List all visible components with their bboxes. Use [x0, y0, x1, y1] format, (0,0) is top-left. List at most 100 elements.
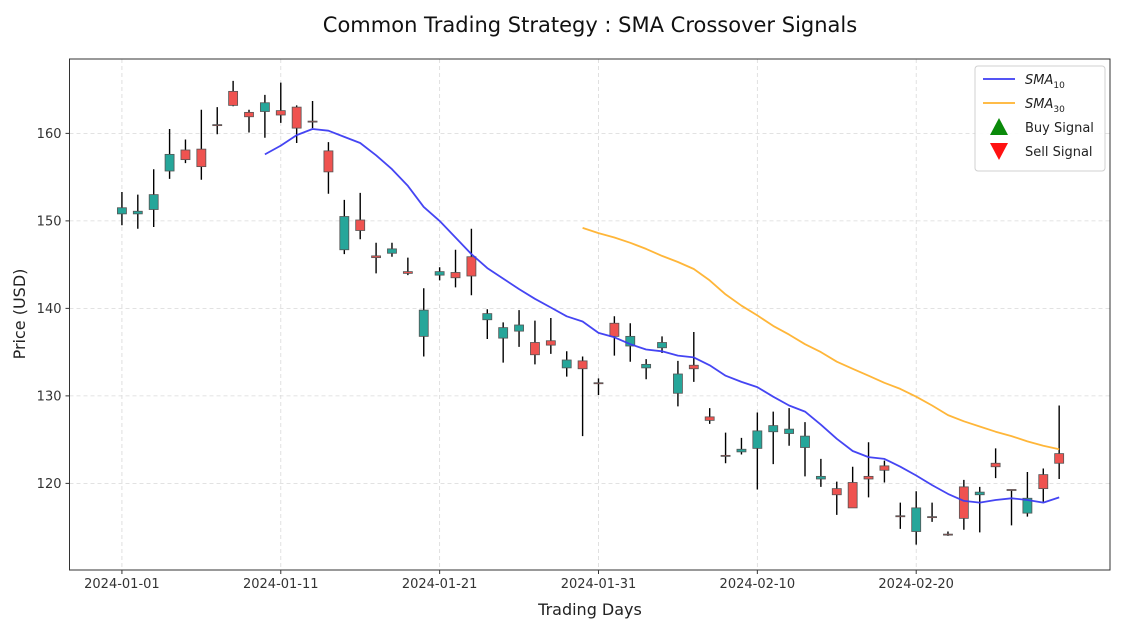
candle-body-down [593, 382, 604, 385]
candle-body-down [879, 465, 890, 471]
candle [943, 531, 953, 536]
candle [132, 194, 143, 229]
candle [673, 360, 683, 407]
candle-body-up [164, 153, 175, 172]
candle-body-down [831, 488, 842, 496]
candle-body-down [1054, 453, 1065, 464]
candle [847, 466, 858, 509]
candle [148, 169, 159, 227]
axes: 120 130 140 150 160 2024-01-01 2024-01-11 2024-… [37, 58, 1111, 592]
candle [259, 94, 270, 138]
candle-body-up [132, 210, 143, 215]
sma10-line [264, 128, 1060, 504]
legend-label: Buy Signal [1025, 121, 1094, 136]
sma-lines [264, 128, 1060, 504]
candle [1022, 472, 1033, 517]
candle-body-down [545, 340, 556, 346]
x-tick-label: 2024-01-21 [402, 577, 478, 592]
candle [974, 486, 985, 533]
candle-body-up [815, 475, 826, 480]
candle [815, 458, 826, 487]
y-tick-label: 140 [37, 302, 62, 317]
candle-body-up [911, 507, 922, 532]
grid [69, 59, 1110, 570]
candle [371, 242, 381, 274]
candle [402, 257, 413, 276]
candle [117, 192, 127, 226]
legend-label: Sell Signal [1025, 145, 1093, 160]
candle-body-up [1022, 497, 1033, 514]
candle [752, 412, 763, 490]
candle-body-down [291, 106, 302, 129]
candle [1006, 489, 1017, 526]
candle [434, 267, 445, 281]
candle-body-up [148, 194, 159, 210]
candle [291, 105, 302, 143]
candle-body-down [244, 111, 254, 118]
candle-body-down [847, 482, 858, 509]
candle-body-up [641, 363, 652, 369]
candle-body-down [355, 219, 366, 231]
y-tick-label: 130 [37, 389, 62, 404]
candle [958, 479, 969, 530]
candle [831, 481, 842, 515]
y-axis-label: Price (USD) [10, 269, 29, 360]
candle-body-down [530, 342, 540, 356]
x-tick-label: 2024-01-31 [561, 577, 637, 592]
candle-body-up [259, 102, 270, 112]
candle-body-down [371, 255, 381, 259]
candle [1038, 468, 1049, 502]
candle [450, 249, 461, 288]
x-tick-label: 2024-01-01 [84, 577, 160, 592]
x-tick-label: 2024-02-20 [878, 577, 954, 592]
candle-body-down [180, 149, 191, 161]
legend-box [974, 65, 1106, 172]
candle [784, 408, 795, 446]
candle-body-up [752, 430, 763, 449]
candle-body-up [974, 491, 985, 496]
candle [800, 422, 810, 477]
plot-frame [69, 58, 1111, 571]
candle-body-up [117, 207, 127, 215]
sell-triangle-icon [990, 143, 1008, 160]
x-tick-label: 2024-02-10 [720, 577, 796, 592]
candle [990, 448, 1001, 479]
candle-body-up [800, 435, 810, 448]
candlesticks [117, 80, 1065, 545]
candle [164, 129, 175, 179]
candle [530, 320, 540, 365]
candle [418, 288, 429, 357]
candle-body-down [466, 256, 477, 277]
candle-body-up [736, 448, 747, 453]
candle-body-down [450, 272, 461, 279]
candle [641, 359, 652, 380]
candle-body-up [339, 216, 350, 251]
candle [625, 323, 636, 362]
candle-body-down [704, 416, 715, 421]
candle [498, 322, 509, 363]
candle [704, 408, 715, 424]
candle-body-down [323, 150, 334, 173]
candle-body-up [387, 248, 397, 254]
candle [323, 142, 334, 194]
candle-body-up [514, 324, 524, 332]
candle [593, 378, 604, 395]
candle [657, 336, 667, 353]
candle-body-down [1038, 474, 1049, 490]
candle [196, 109, 207, 180]
candle [466, 228, 477, 296]
candle-body-down [943, 533, 953, 536]
candle-body-up [418, 309, 429, 337]
candle-body-down [609, 322, 620, 337]
candle-body-down [720, 454, 731, 457]
candle-body-up [434, 271, 445, 276]
chart-title: Common Trading Strategy : SMA Crossover … [323, 13, 857, 37]
candle-body-down [212, 124, 223, 127]
candle [1054, 405, 1065, 479]
x-tick-label: 2024-01-11 [243, 577, 319, 592]
buy-triangle-icon [990, 118, 1008, 135]
candle [482, 309, 493, 339]
candle [879, 460, 890, 483]
candle-body-down [895, 515, 906, 518]
